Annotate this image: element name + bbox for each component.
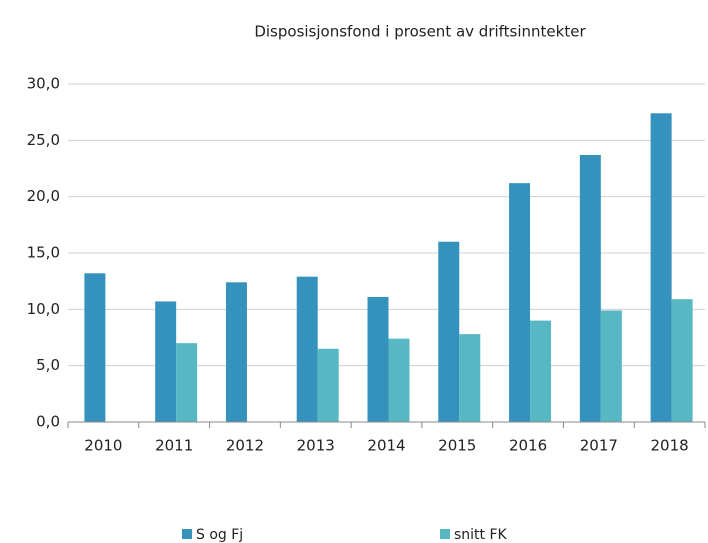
bar: [155, 301, 177, 422]
legend-swatch: [440, 529, 450, 539]
bar: [296, 276, 318, 422]
bar: [367, 296, 389, 422]
x-tick-label: 2018: [651, 437, 689, 455]
bar: [650, 113, 672, 422]
bar: [438, 241, 460, 422]
x-tick-label: 2012: [226, 437, 264, 455]
legend-label: snitt FK: [454, 527, 508, 543]
x-tick-label: 2010: [84, 437, 122, 455]
x-tick-label: 2013: [297, 437, 335, 455]
x-tick-label: 2011: [155, 437, 193, 455]
bar: [317, 348, 339, 422]
bar: [388, 338, 410, 422]
bar: [459, 334, 481, 422]
chart-title: Disposisjonsfond i prosent av driftsinnt…: [254, 23, 586, 41]
bar: [225, 282, 247, 422]
bar: [509, 183, 531, 422]
legend-label: S og Fj: [196, 527, 243, 543]
bar: [579, 154, 601, 423]
x-tick-label: 2014: [367, 437, 405, 455]
y-tick-label: 10,0: [27, 300, 60, 318]
bar: [671, 299, 693, 422]
x-tick-label: 2015: [438, 437, 476, 455]
y-tick-label: 30,0: [27, 75, 60, 93]
legend-swatch: [182, 529, 192, 539]
y-tick-label: 5,0: [36, 356, 60, 374]
x-tick-label: 2016: [509, 437, 547, 455]
bar: [530, 320, 552, 422]
y-tick-label: 25,0: [27, 131, 60, 149]
bar: [176, 343, 198, 422]
x-tick-label: 2017: [580, 437, 618, 455]
bar: [600, 310, 622, 422]
y-tick-label: 0,0: [36, 413, 60, 431]
y-tick-label: 20,0: [27, 187, 60, 205]
bar: [84, 273, 106, 422]
y-tick-label: 15,0: [27, 244, 60, 262]
